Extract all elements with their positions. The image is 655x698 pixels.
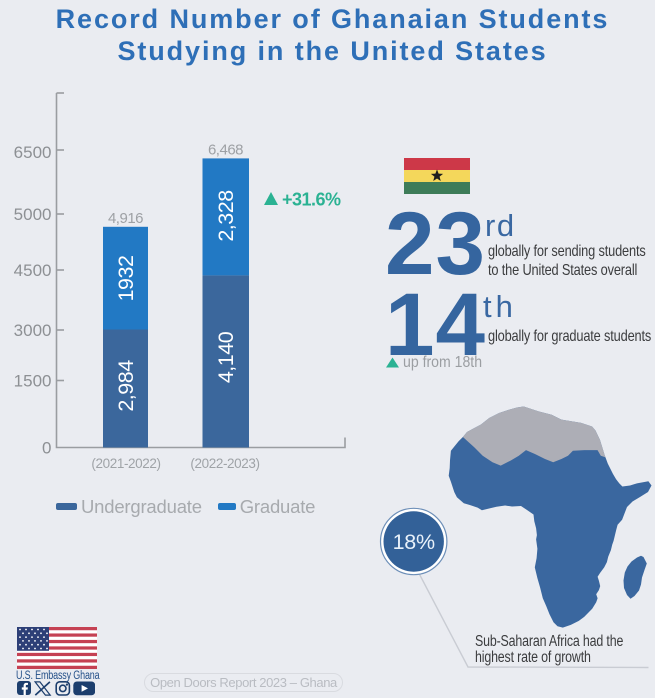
svg-text:5000: 5000 — [14, 205, 52, 224]
svg-text:3000: 3000 — [14, 321, 52, 340]
svg-text:2,984: 2,984 — [114, 360, 138, 412]
svg-text:1932: 1932 — [114, 256, 138, 302]
svg-text:4,916: 4,916 — [108, 210, 143, 227]
svg-text:6,468: 6,468 — [208, 142, 243, 159]
svg-text:6500: 6500 — [14, 143, 52, 162]
svg-text:(2022-2023): (2022-2023) — [190, 456, 259, 471]
svg-text:+31.6%: +31.6% — [282, 190, 341, 210]
svg-text:1500: 1500 — [14, 372, 52, 391]
svg-text:2,328: 2,328 — [214, 190, 238, 242]
svg-text:(2021-2022): (2021-2022) — [91, 456, 160, 471]
svg-text:4,140: 4,140 — [214, 331, 238, 383]
svg-text:0: 0 — [42, 439, 51, 458]
svg-text:4500: 4500 — [14, 261, 52, 280]
svg-text:18%: 18% — [393, 530, 435, 554]
